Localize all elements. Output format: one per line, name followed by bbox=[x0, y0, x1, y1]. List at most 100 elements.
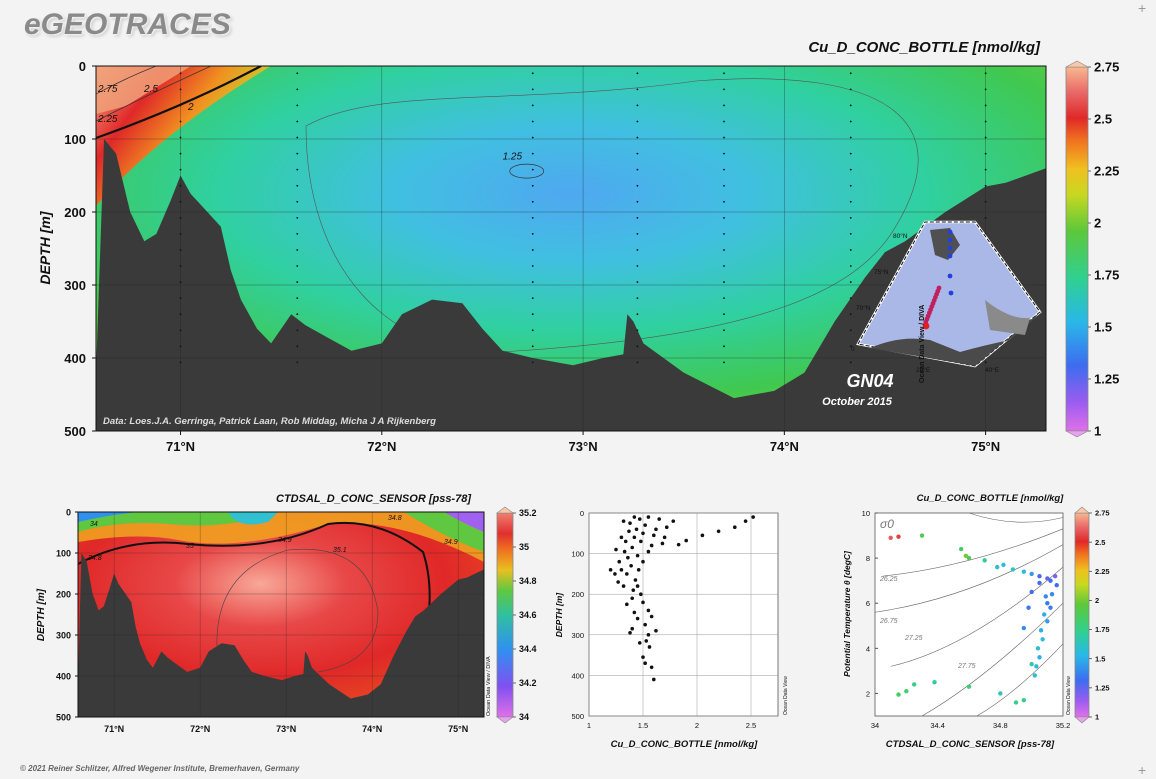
sample-point bbox=[296, 152, 299, 155]
sample-point bbox=[636, 72, 639, 75]
ts-data-point bbox=[896, 692, 901, 697]
y-axis-tick-label: 8 bbox=[866, 554, 870, 563]
profile-data-point bbox=[632, 515, 637, 519]
isopycnal-line bbox=[890, 566, 1064, 667]
vertical-credit: Ocean Data View / DIVA bbox=[919, 305, 926, 383]
sample-point bbox=[849, 120, 852, 123]
y-axis-tick-label: 300 bbox=[56, 631, 71, 641]
contour-line-2.5 bbox=[96, 66, 157, 95]
sample-point bbox=[984, 184, 987, 187]
sample-point bbox=[296, 361, 299, 364]
profile-data-point bbox=[643, 622, 647, 627]
main-colorbar-top-arrow bbox=[1065, 60, 1089, 68]
sample-point bbox=[531, 200, 534, 203]
sample-point bbox=[296, 249, 299, 251]
y-axis-tick-label: 0 bbox=[66, 508, 71, 518]
isopycnal-line bbox=[882, 528, 1064, 577]
profile-data-point bbox=[608, 568, 613, 572]
y-axis-tick-label: 400 bbox=[64, 351, 86, 366]
ts-data-point bbox=[1034, 664, 1039, 669]
profile-data-point bbox=[649, 543, 654, 548]
ts-data-point bbox=[1048, 605, 1053, 610]
colorbar-tick-label: 34.6 bbox=[519, 610, 537, 620]
profile-data-point bbox=[636, 568, 641, 572]
x-axis-tick-label: 1 bbox=[587, 721, 591, 730]
sample-point bbox=[296, 265, 299, 267]
sample-point bbox=[636, 136, 639, 139]
profile-data-point bbox=[639, 539, 643, 544]
ts-data-point bbox=[1040, 637, 1045, 642]
profile-data-point bbox=[619, 568, 624, 572]
sample-point bbox=[531, 120, 534, 123]
sample-point bbox=[636, 200, 639, 203]
sample-point bbox=[636, 313, 639, 316]
sample-point bbox=[296, 313, 299, 316]
salinity-surface-blue bbox=[78, 512, 138, 522]
main-plot-frame bbox=[95, 65, 1047, 432]
profile-data-point bbox=[630, 545, 634, 550]
y-axis-tick-label: 200 bbox=[56, 590, 71, 600]
x-axis-tick-label: 2 bbox=[695, 721, 699, 730]
contour-line-2 bbox=[96, 66, 262, 140]
contour-label: 2.75 bbox=[97, 84, 118, 95]
x-axis-tick-label: 73°N bbox=[569, 439, 598, 454]
sample-point bbox=[179, 233, 182, 235]
sample-point bbox=[984, 72, 987, 75]
sample-point bbox=[531, 136, 534, 139]
sample-point bbox=[531, 216, 534, 219]
sample-point bbox=[723, 313, 725, 316]
ts-chart-title: Cu_D_CONC_BOTTLE [nmol/kg] bbox=[917, 493, 1065, 504]
sample-point bbox=[636, 345, 639, 348]
inset-station-marker bbox=[922, 322, 930, 330]
sample-point bbox=[849, 233, 852, 235]
salinity-colorbar bbox=[496, 512, 514, 718]
y-axis-tick-label: 200 bbox=[571, 590, 584, 599]
colorbar-tick-label: 1 bbox=[1095, 713, 1099, 722]
sample-point bbox=[849, 265, 852, 267]
contour-label: 35.1 bbox=[333, 547, 347, 554]
profile-data-point bbox=[626, 555, 630, 560]
profile-data-point bbox=[634, 527, 639, 532]
sample-point bbox=[179, 152, 182, 155]
profile-data-point bbox=[646, 549, 651, 554]
y-axis-tick-label: 200 bbox=[64, 205, 86, 220]
sample-point bbox=[179, 361, 182, 364]
sample-point bbox=[531, 184, 534, 187]
sample-point bbox=[849, 281, 852, 283]
sample-point bbox=[723, 120, 725, 123]
profile-data-point bbox=[649, 614, 654, 619]
ts-data-point bbox=[963, 553, 969, 559]
colorbar-tick-label: 1.25 bbox=[1095, 683, 1110, 692]
ts-data-point bbox=[904, 688, 909, 694]
main-chart-title: Cu_D_CONC_BOTTLE [nmol/kg] bbox=[808, 39, 1041, 56]
inset-map: 80°N 75°N 70°N 20°E 40°E 0 bbox=[851, 220, 1042, 374]
sample-point bbox=[636, 297, 639, 300]
profile-data-point bbox=[671, 519, 676, 523]
ts-data-point bbox=[1035, 646, 1041, 651]
sample-point bbox=[179, 297, 182, 300]
salinity-surface-green bbox=[78, 512, 278, 532]
contour-label: 1.25 bbox=[503, 151, 523, 162]
x-axis-tick-label: 34 bbox=[871, 721, 879, 730]
sample-point bbox=[849, 297, 852, 300]
sample-point bbox=[296, 104, 299, 107]
copyright: © 2021 Reiner Schlitzer, Alfred Wegener … bbox=[20, 764, 300, 773]
sample-point bbox=[531, 233, 534, 235]
ts-data-point bbox=[1037, 580, 1042, 586]
sample-point bbox=[296, 329, 299, 332]
profile-data-point bbox=[646, 633, 651, 637]
sample-point bbox=[179, 265, 182, 267]
colorbar-tick-label: 35 bbox=[519, 542, 529, 552]
profile-data-point bbox=[621, 584, 626, 588]
profile-data-point bbox=[622, 549, 627, 554]
colorbar-tick-label: 34.8 bbox=[519, 576, 537, 586]
contour-label: 34.9 bbox=[444, 539, 458, 546]
inset-station-marker bbox=[948, 290, 954, 296]
x-axis-tick-label: 73°N bbox=[276, 724, 296, 734]
sample-point bbox=[179, 249, 182, 251]
y-axis-label: DEPTH [m] bbox=[554, 592, 564, 638]
sample-point bbox=[179, 72, 182, 75]
x-axis-tick-label: 75°N bbox=[971, 439, 1000, 454]
colorbar-tick-label: 34 bbox=[519, 712, 529, 722]
ts-plot-area bbox=[874, 512, 1064, 717]
